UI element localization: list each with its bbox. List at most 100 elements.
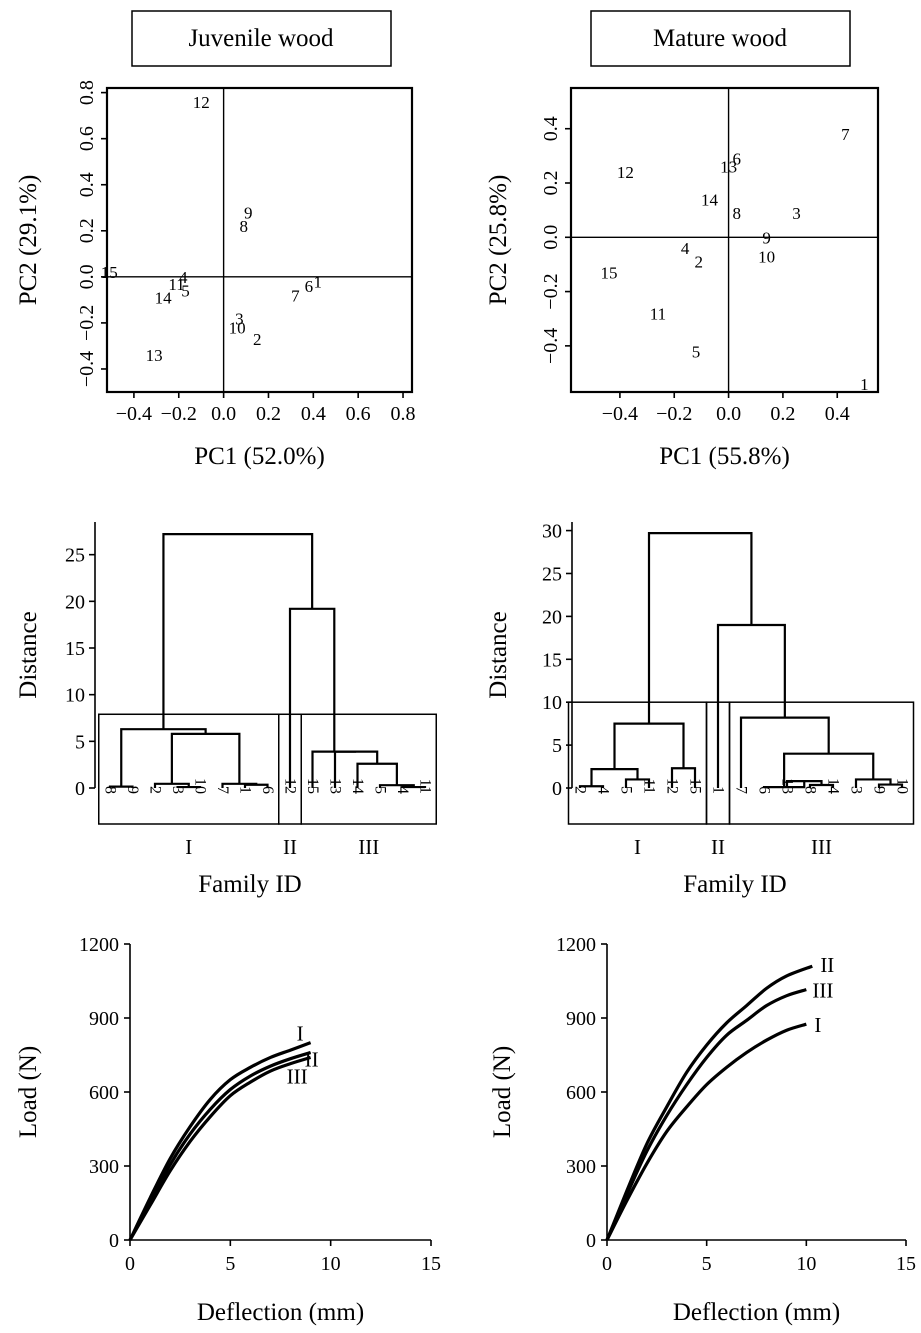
point-label: 10 xyxy=(758,247,775,266)
leaf-label: 15 xyxy=(687,778,704,794)
title-mature: Mature wood xyxy=(653,25,787,52)
point-label: 3 xyxy=(235,309,244,328)
dendrogram-link xyxy=(785,780,823,788)
point-label: 4 xyxy=(179,268,188,287)
dendrogram-link xyxy=(578,785,605,788)
x-tick-label: 0.0 xyxy=(211,403,236,425)
y-tick-label: −0.2 xyxy=(540,273,562,309)
dendrogram-link xyxy=(333,750,379,788)
leaf-label: 4 xyxy=(595,786,612,794)
y-axis-label: PC2 (29.1%) xyxy=(15,175,42,306)
x-tick-label: 0.8 xyxy=(391,403,416,425)
y-tick-label: 600 xyxy=(89,1082,119,1104)
point-label: 13 xyxy=(720,158,737,177)
leaf-label: 1 xyxy=(237,786,254,794)
x-axis-label: Family ID xyxy=(198,871,301,898)
leaf-label: 1 xyxy=(710,786,727,794)
point-label: 9 xyxy=(762,228,771,247)
point-label: 15 xyxy=(601,264,618,283)
x-tick-label: 15 xyxy=(421,1253,441,1275)
series-line-I xyxy=(605,1022,807,1241)
cluster-label: II xyxy=(711,835,725,859)
leaf-label: 13 xyxy=(779,778,796,794)
point-label: 1 xyxy=(314,272,323,291)
y-tick-label: −0.4 xyxy=(76,351,98,387)
y-tick-label: 0.4 xyxy=(540,116,562,141)
x-tick-label: 0 xyxy=(602,1253,612,1275)
leaf-label: 3 xyxy=(848,786,865,794)
x-tick-label: 0.2 xyxy=(770,403,795,425)
y-tick-label: 0.4 xyxy=(76,172,98,197)
x-tick-label: −0.2 xyxy=(656,403,692,425)
cluster-label: III xyxy=(358,835,379,859)
point-label: 12 xyxy=(193,93,210,112)
point-label: 13 xyxy=(146,346,163,365)
leaf-label: 7 xyxy=(214,786,231,794)
y-tick-label: 0.0 xyxy=(540,225,562,250)
dendrogram-link xyxy=(162,533,314,730)
dendrogram-link xyxy=(176,785,202,789)
x-tick-label: 10 xyxy=(321,1253,341,1275)
point-label: 6 xyxy=(305,277,314,296)
x-tick-label: 5 xyxy=(702,1253,712,1275)
y-tick-label: 1200 xyxy=(79,934,119,956)
y-tick-label: 10 xyxy=(542,692,562,714)
leaf-label: 5 xyxy=(372,786,389,794)
dendrogram-link xyxy=(613,722,685,770)
point-label: 15 xyxy=(101,263,118,282)
y-tick-label: 20 xyxy=(65,591,85,613)
series-label-III: III xyxy=(287,1064,308,1088)
cluster-label: I xyxy=(634,835,641,859)
leaf-label: 11 xyxy=(417,779,434,794)
plot-frame xyxy=(569,86,880,394)
dendrogram-link xyxy=(716,623,786,788)
leaf-label: 5 xyxy=(618,786,635,794)
dendrogram-link xyxy=(590,768,639,787)
title-frame-juvenile xyxy=(131,10,392,67)
leaf-label: 8 xyxy=(802,786,819,794)
point-label: 5 xyxy=(181,282,190,301)
leaf-label: 8 xyxy=(102,786,119,794)
y-axis-label: Distance xyxy=(485,611,512,698)
y-tick-label: 5 xyxy=(75,731,85,753)
y-tick-label: 25 xyxy=(542,563,562,585)
cluster-box xyxy=(567,701,708,825)
y-axis-label: Load (N) xyxy=(15,1046,42,1138)
title-box-juvenile: Juvenile wood xyxy=(131,10,392,67)
leaf-label: 2 xyxy=(147,786,164,794)
y-axis-label: PC2 (25.8%) xyxy=(485,175,512,306)
leaf-label: 12 xyxy=(282,778,299,794)
dendrogram-link xyxy=(170,732,241,784)
axes xyxy=(606,944,906,1241)
series-line-I xyxy=(128,1041,312,1241)
y-tick-label: 5 xyxy=(552,735,562,757)
cluster-label: II xyxy=(283,835,297,859)
leaf-label: 9 xyxy=(871,786,888,794)
point-label: 8 xyxy=(240,217,249,236)
leaf-label: 12 xyxy=(664,778,681,794)
series-label-II: II xyxy=(305,1048,319,1072)
point-label: 8 xyxy=(732,204,741,223)
x-tick-label: 0.4 xyxy=(301,403,326,425)
dendrogram-link xyxy=(647,532,753,724)
dendrogram-link xyxy=(311,750,357,788)
x-tick-label: 0.0 xyxy=(716,403,741,425)
leaf-label: 10 xyxy=(894,778,911,794)
x-tick-label: 10 xyxy=(796,1253,816,1275)
y-tick-label: 20 xyxy=(542,606,562,628)
point-label: 1 xyxy=(860,375,869,394)
point-label: 6 xyxy=(732,150,741,169)
point-label: 14 xyxy=(155,289,173,308)
y-tick-label: 0.8 xyxy=(76,80,98,105)
point-label: 11 xyxy=(650,304,666,323)
y-tick-label: 25 xyxy=(65,545,85,567)
leaf-label: 9 xyxy=(124,786,141,794)
y-tick-label: 0 xyxy=(586,1230,596,1252)
leaf-label: 7 xyxy=(733,786,750,794)
x-tick-label: −0.4 xyxy=(116,403,152,425)
series-line-II xyxy=(128,1051,312,1241)
x-axis-label: Deflection (mm) xyxy=(673,1299,840,1326)
